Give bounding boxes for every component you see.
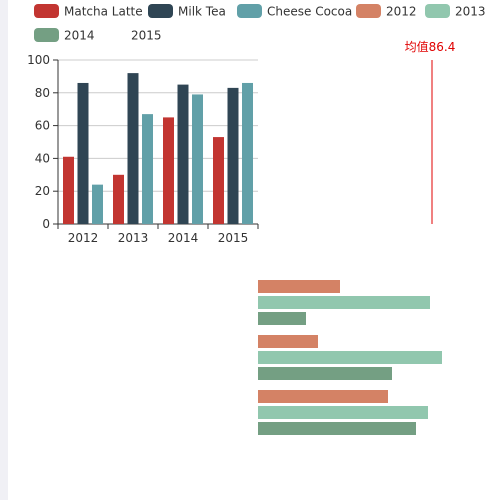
legend-item[interactable]: Matcha Latte — [34, 4, 143, 19]
legend-item[interactable]: 2014 — [34, 28, 95, 43]
bar[interactable] — [142, 114, 153, 224]
bar[interactable] — [63, 156, 74, 224]
left-edge-strip — [0, 0, 8, 500]
x-tick-label: 2015 — [218, 231, 249, 245]
vertical-bar-chart: 0 20 40 60 80 100 2012 2013 2014 2015 — [27, 53, 259, 245]
legend-swatch — [425, 4, 450, 18]
legend-label: Matcha Latte — [64, 5, 143, 19]
mean-markline: 均值86.4 — [405, 39, 456, 224]
horizontal-bar[interactable] — [258, 406, 428, 419]
bar[interactable] — [192, 94, 203, 224]
legend-item[interactable]: 2013 — [425, 4, 486, 19]
horizontal-bar[interactable] — [258, 351, 442, 364]
bar[interactable] — [227, 87, 239, 224]
legend-swatch — [34, 28, 59, 42]
bar[interactable] — [163, 117, 174, 224]
horizontal-bar[interactable] — [258, 422, 416, 435]
bar[interactable] — [92, 184, 103, 224]
legend-item[interactable]: Milk Tea — [148, 4, 226, 19]
horizontal-bar[interactable] — [258, 312, 306, 325]
bar[interactable] — [177, 84, 189, 224]
y-tick-label: 80 — [35, 86, 50, 100]
y-tick-label: 60 — [35, 119, 50, 133]
horizontal-bar[interactable] — [258, 335, 318, 348]
legend-item[interactable]: 2015 — [131, 29, 162, 43]
legend-swatch — [148, 4, 173, 18]
horizontal-bar[interactable] — [258, 296, 430, 309]
legend-swatch — [356, 4, 381, 18]
x-tick-label: 2013 — [118, 231, 149, 245]
y-tick-label: 0 — [42, 217, 50, 231]
markline-label: 均值86.4 — [405, 39, 456, 54]
horizontal-bar-chart — [258, 280, 442, 435]
x-tick-label: 2014 — [168, 231, 199, 245]
legend-label: 2012 — [386, 5, 417, 19]
legend-label: Milk Tea — [178, 5, 226, 19]
legend-swatch — [34, 4, 59, 18]
x-tick-label: 2012 — [68, 231, 99, 245]
y-tick-label: 20 — [35, 184, 50, 198]
legend-label: 2014 — [64, 29, 95, 43]
legend: Matcha Latte Milk Tea Cheese Cocoa 2012 2013… — [34, 4, 486, 43]
legend-label: 2013 — [455, 5, 486, 19]
legend-item[interactable]: 2012 — [356, 4, 417, 19]
bar[interactable] — [113, 174, 124, 224]
legend-label: 2015 — [131, 29, 162, 43]
bar[interactable] — [213, 137, 224, 224]
legend-swatch — [237, 4, 262, 18]
horizontal-bar[interactable] — [258, 390, 388, 403]
horizontal-bar[interactable] — [258, 280, 340, 293]
bar[interactable] — [77, 82, 89, 225]
horizontal-bar[interactable] — [258, 367, 392, 380]
y-tick-label: 100 — [27, 53, 50, 67]
bar[interactable] — [242, 82, 253, 225]
legend-item[interactable]: Cheese Cocoa — [237, 4, 352, 19]
bar[interactable] — [127, 73, 139, 225]
y-tick-label: 40 — [35, 151, 50, 165]
legend-label: Cheese Cocoa — [267, 5, 352, 19]
